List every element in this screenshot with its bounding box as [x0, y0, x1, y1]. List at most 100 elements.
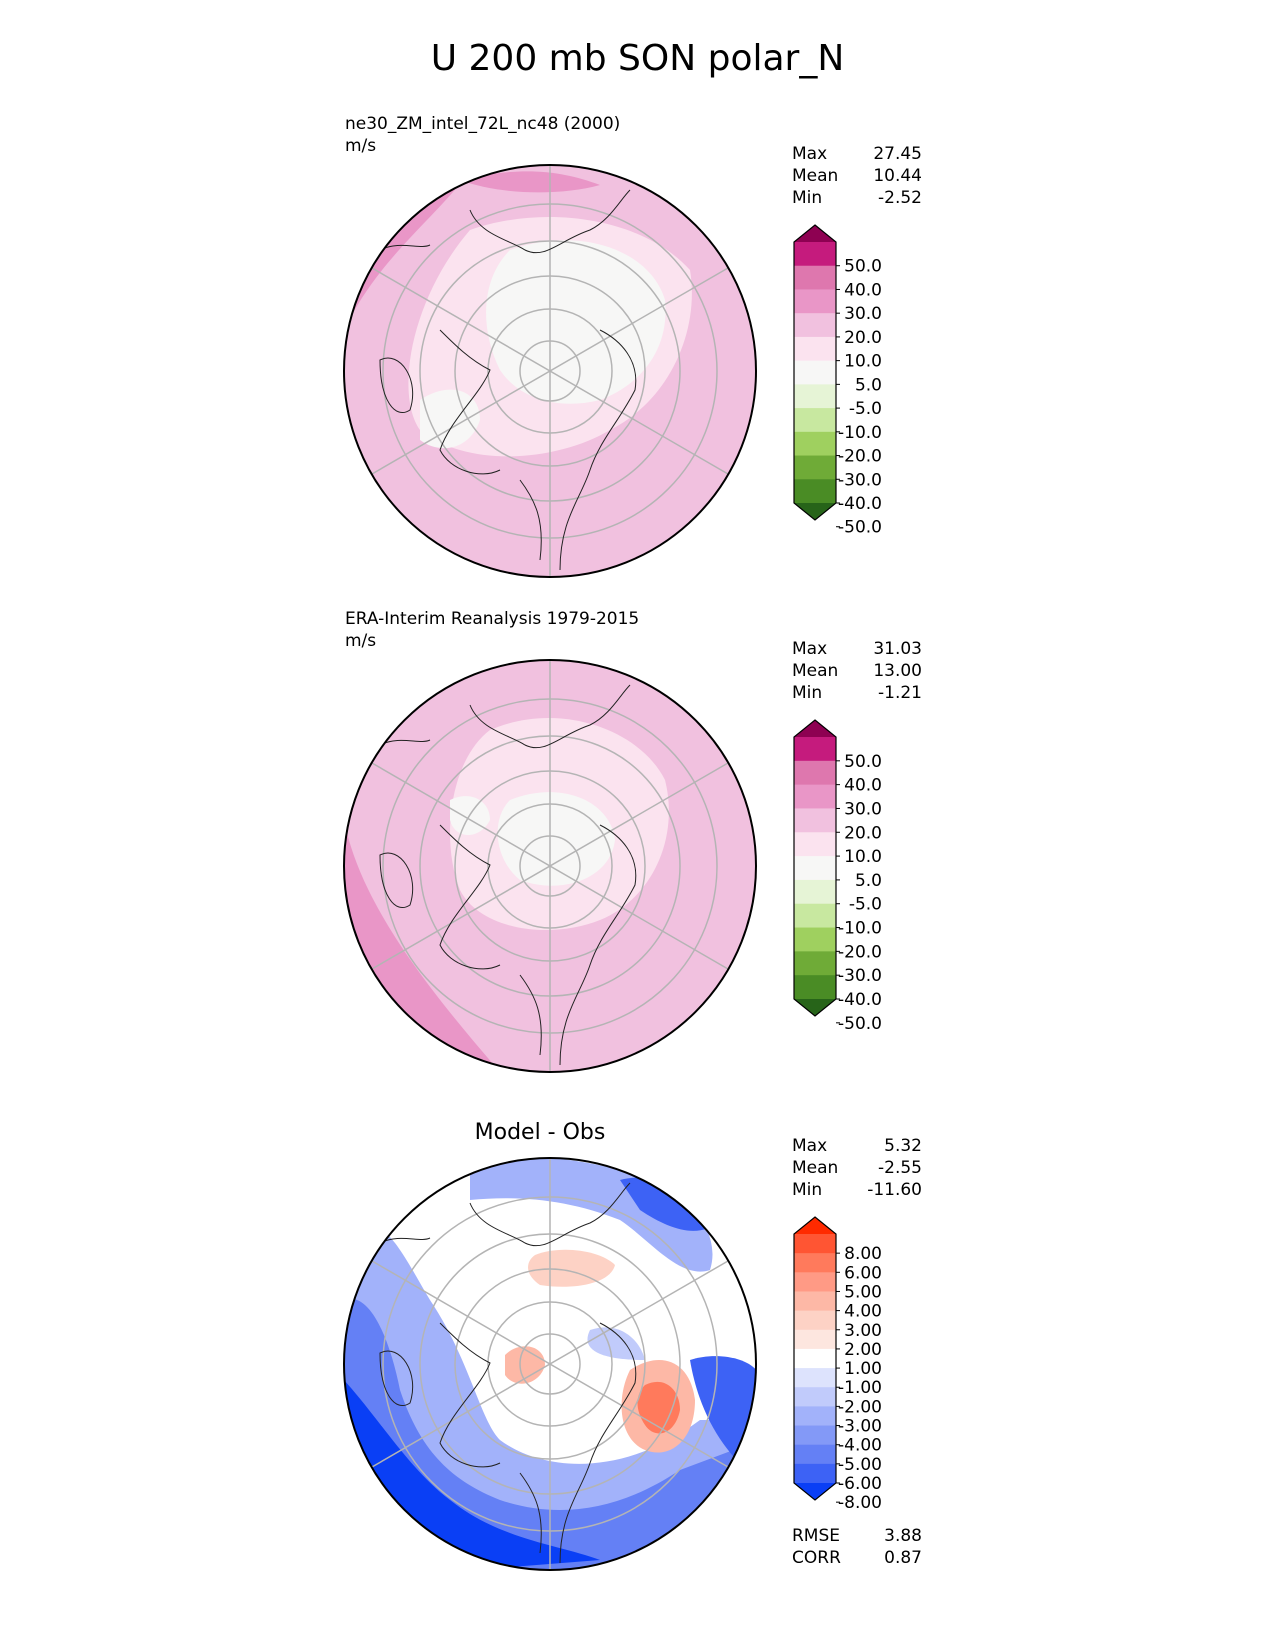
colorbar-tick-label: 1.00 [844, 1359, 882, 1379]
panel2-map [343, 659, 757, 1073]
panel1-units: m/s [345, 136, 377, 156]
colorbar-tick-label: -8.00 [838, 1493, 882, 1513]
colorbar-segment [794, 951, 836, 976]
colorbar-tick-label: -40.0 [838, 494, 882, 514]
colorbar-tick-label: 3.00 [844, 1321, 882, 1341]
colorbar-tick-label: 5.0 [855, 871, 882, 891]
colorbar-segment [794, 408, 836, 433]
colorbar-segment [794, 1368, 836, 1388]
stat-max-value: 5.32 [884, 1136, 922, 1156]
coastlines [379, 189, 637, 571]
stat-min-value: -2.52 [878, 188, 922, 208]
colorbar-segment [794, 360, 836, 385]
colorbar-segment [794, 1387, 836, 1407]
map-boundary [343, 1157, 757, 1571]
colorbar-outline [793, 224, 837, 521]
colorbar-segment [794, 927, 836, 952]
colorbar-tick-label: -20.0 [838, 942, 882, 962]
colorbar-outline [793, 719, 837, 1017]
colorbars: 50.0 40.0 30.0 20.0 10.0 5.0 -5.0 -10.0 -20.0 -30… [793, 224, 882, 1513]
colorbar-tick-label: 5.0 [855, 375, 882, 395]
rmse-label: RMSE [792, 1526, 841, 1546]
colorbar-tick-label: 2.00 [844, 1340, 882, 1360]
stat-min-label: Min [792, 188, 823, 208]
colorbar-tick-label: -10.0 [838, 423, 882, 443]
panel3-title: Model - Obs [474, 1120, 606, 1145]
corr-value: 0.87 [884, 1548, 922, 1568]
stat-min-label: Min [792, 683, 823, 703]
colorbar-segment [794, 1329, 836, 1350]
map-gridlines [371, 660, 729, 1072]
colorbar-segment [794, 289, 836, 314]
colorbar-outline [793, 1216, 837, 1501]
colorbar-segment [794, 1444, 836, 1465]
colorbar-segment [794, 1291, 836, 1312]
colorbar-tick-label: -50.0 [838, 1014, 882, 1034]
panel1-stats: Max 27.45 Mean 10.44 Min -2.52 [792, 143, 922, 209]
colorbar-panel1: 50.0 40.0 30.0 20.0 10.0 5.0 -5.0 -10.0 -20.0 -30… [793, 224, 882, 538]
colorbar-segment [794, 1253, 836, 1273]
panel2-stats: Max 31.03 Mean 13.00 Min -1.21 [792, 638, 922, 704]
colorbar-extend-max [794, 720, 836, 737]
colorbar-tick-label: 6.00 [844, 1263, 882, 1283]
colorbar-segment [794, 242, 836, 267]
colorbar-segment [794, 431, 836, 457]
stat-mean-value: 10.44 [873, 166, 922, 186]
colorbar-tick-label: -30.0 [838, 966, 882, 986]
colorbar-segment [794, 1406, 836, 1427]
colorbar-segment [794, 1348, 836, 1369]
colorbar-segment [794, 455, 836, 480]
stat-min-value: -11.60 [867, 1180, 922, 1200]
colorbar-tick-label: -5.0 [849, 399, 882, 419]
stat-mean-value: 13.00 [873, 661, 922, 681]
stat-min-label: Min [792, 1180, 823, 1200]
panel3-stats: Max 5.32 Mean -2.55 Min -11.60 [792, 1135, 922, 1201]
colorbar-extend-max [794, 1217, 836, 1234]
colorbar-extend-min [794, 503, 836, 520]
stat-mean-value: -2.55 [878, 1158, 922, 1178]
colorbar-tick-label: 50.0 [844, 257, 882, 277]
colorbar-segment [794, 1425, 836, 1446]
colorbar-tick-label: -50.0 [838, 518, 882, 538]
map-gridlines [371, 165, 729, 577]
colorbar-tick-label: 40.0 [844, 776, 882, 796]
panel3-map [343, 1157, 757, 1571]
colorbar-tick-label: -3.00 [838, 1417, 882, 1437]
stat-mean-label: Mean [792, 166, 839, 186]
map-boundary [343, 164, 757, 578]
colorbar-segment [794, 336, 836, 362]
coastlines [379, 684, 637, 1066]
rmse-value: 3.88 [884, 1526, 922, 1546]
colorbar-tick-label: -5.00 [838, 1455, 882, 1475]
stat-max-label: Max [792, 639, 828, 659]
colorbar-segment [794, 856, 836, 881]
panel1-title: ne30_ZM_intel_72L_nc48 (2000) [345, 114, 621, 134]
colorbar-tick-label: 40.0 [844, 280, 882, 300]
colorbar-tick-label: -2.00 [838, 1397, 882, 1417]
panel1-map [343, 164, 757, 578]
stat-max-label: Max [792, 1136, 828, 1156]
map-gridlines [371, 1158, 729, 1570]
colorbar-segment [794, 808, 836, 833]
colorbar-tick-label: 4.00 [844, 1302, 882, 1322]
stat-max-value: 31.03 [873, 639, 922, 659]
colorbar-tick-label: -6.00 [838, 1474, 882, 1494]
coastlines [379, 1182, 637, 1564]
colorbar-segment [794, 1463, 836, 1484]
stat-mean-label: Mean [792, 1158, 839, 1178]
colorbar-extend-min [794, 1483, 836, 1500]
colorbar-segment [794, 1234, 836, 1254]
colorbar-tick-label: 10.0 [844, 352, 882, 372]
colorbar-segment [794, 479, 836, 504]
colorbar-segment [794, 784, 836, 809]
panel1-title-block: ne30_ZM_intel_72L_nc48 (2000) m/s [345, 113, 620, 157]
colorbar-tick-label: -4.00 [838, 1436, 882, 1456]
colorbar-tick-label: -30.0 [838, 470, 882, 490]
map-boundary [343, 659, 757, 1073]
colorbar-panel3: 8.006.005.004.003.002.001.00-1.00-2.00-3… [793, 1216, 882, 1513]
colorbar-tick-label: 10.0 [844, 847, 882, 867]
colorbar-extend-max [794, 225, 836, 242]
colorbar-segment [794, 1310, 836, 1331]
colorbar-tick-label: 50.0 [844, 752, 882, 772]
